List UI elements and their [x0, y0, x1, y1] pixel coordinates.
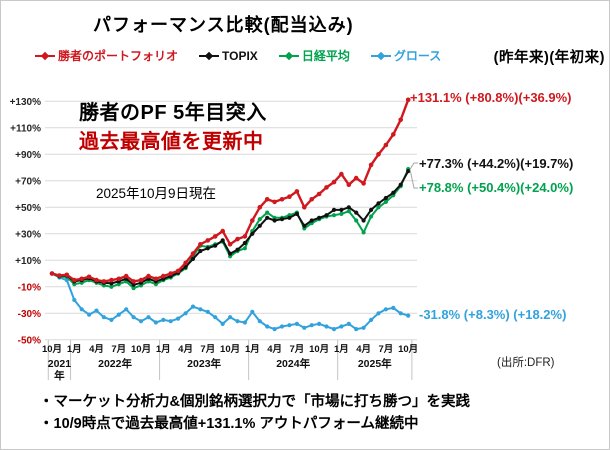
y-axis-tick-labels: +130% +110% +90% +70% +50% +30% +10% -10% -30% -5…	[10, 97, 42, 347]
legend-item-winner-portfolio: 勝者のポートフォリオ	[35, 47, 178, 64]
y-tick-label: +10%	[15, 256, 41, 267]
x-month-label: 1月	[156, 344, 171, 355]
line-marker-icon	[35, 51, 55, 61]
x-month-label: 7月	[289, 344, 304, 355]
y-tick-label: +110%	[10, 123, 41, 134]
series-winner	[49, 97, 411, 284]
legend-item-nikkei: 日経平均	[278, 47, 350, 64]
x-month-label: 10月	[131, 344, 151, 355]
y-tick-label: +30%	[15, 229, 41, 240]
x-axis-separators	[47, 340, 413, 380]
x-month-label: 1月	[67, 344, 82, 355]
end-label-nikkei: +78.8% (+50.4%)(+24.0%)	[419, 180, 574, 195]
series-topix	[49, 169, 411, 287]
x-year-label: 2024年	[276, 357, 310, 370]
source-note: (出所:DFR)	[497, 357, 555, 369]
end-label-topix: +77.3% (+44.2%)(+19.7%)	[419, 156, 574, 171]
line-marker-icon	[199, 51, 220, 61]
series-growth	[49, 271, 411, 332]
y-tick-label: -30%	[18, 309, 41, 320]
annotation-pf-5th-year: 勝者のPF 5年目突入	[79, 102, 267, 124]
end-label-growth: -31.8% (+8.3%) (+18.2%)	[419, 307, 567, 322]
label-leader-lines	[409, 162, 418, 189]
footer-bullet-1: ・マーケット分析力&個別銘柄選択力で「市場に打ち勝つ」を実践	[39, 394, 470, 410]
x-month-label: 7月	[200, 344, 215, 355]
legend-label: 日経平均	[301, 49, 350, 63]
x-month-label: 4月	[356, 344, 371, 355]
x-month-label: 10月	[220, 344, 240, 355]
annotation-as-of-date: 2025年10月9日現在	[96, 186, 217, 201]
x-month-label: 4月	[89, 344, 104, 355]
annotation-record-high: 過去最高値を更新中	[79, 131, 264, 153]
x-year-label: 年	[54, 369, 65, 382]
x-year-label: 2025年	[358, 357, 392, 370]
x-month-label: 4月	[178, 344, 193, 355]
y-tick-label: -50%	[18, 335, 41, 346]
x-month-label: 7月	[379, 344, 394, 355]
chart-title: パフォーマンス比較(配当込み)	[93, 15, 354, 35]
y-tick-label: +70%	[15, 176, 41, 187]
x-month-label: 10月	[309, 344, 329, 355]
x-year-label: 2021	[48, 358, 72, 370]
x-month-label: 4月	[267, 344, 282, 355]
x-month-label: 10月	[42, 344, 62, 355]
legend-item-growth: グロース	[370, 47, 442, 64]
x-axis-month-labels: 10月 1月 4月 7月 10月 1月 4月 7月 10月 1月 4月 7月 10月 1月 4月 7月 10月	[42, 344, 418, 355]
footer-bullet-2: ・10/9時点で過去最高値+131.1% アウトパフォーム継続中	[39, 416, 419, 432]
line-marker-icon	[370, 51, 391, 61]
x-month-label: 1月	[245, 344, 260, 355]
chart-legend: 勝者のポートフォリオ TOPIX 日経平均 グロース	[35, 47, 441, 64]
x-year-label: 2022年	[98, 357, 132, 370]
gridlines	[45, 100, 417, 341]
x-month-label: 7月	[111, 344, 126, 355]
legend-item-topix: TOPIX	[199, 49, 258, 63]
legend-label: 勝者のポートフォリオ	[58, 49, 179, 63]
y-tick-label: -10%	[18, 282, 41, 293]
x-month-label: 1月	[334, 344, 349, 355]
return-basis-note: (昨年来)(年初来)	[493, 50, 605, 66]
y-tick-label: +50%	[15, 203, 41, 214]
y-tick-label: +90%	[15, 150, 41, 161]
x-year-label: 2023年	[187, 357, 221, 370]
legend-label: TOPIX	[222, 48, 258, 63]
y-tick-label: +130%	[10, 97, 42, 108]
line-marker-icon	[278, 51, 299, 61]
x-month-label: 10月	[398, 344, 418, 355]
legend-label: グロース	[393, 49, 442, 63]
end-label-winner-portfolio: +131.1% (+80.8%)(+36.9%)	[410, 90, 572, 105]
